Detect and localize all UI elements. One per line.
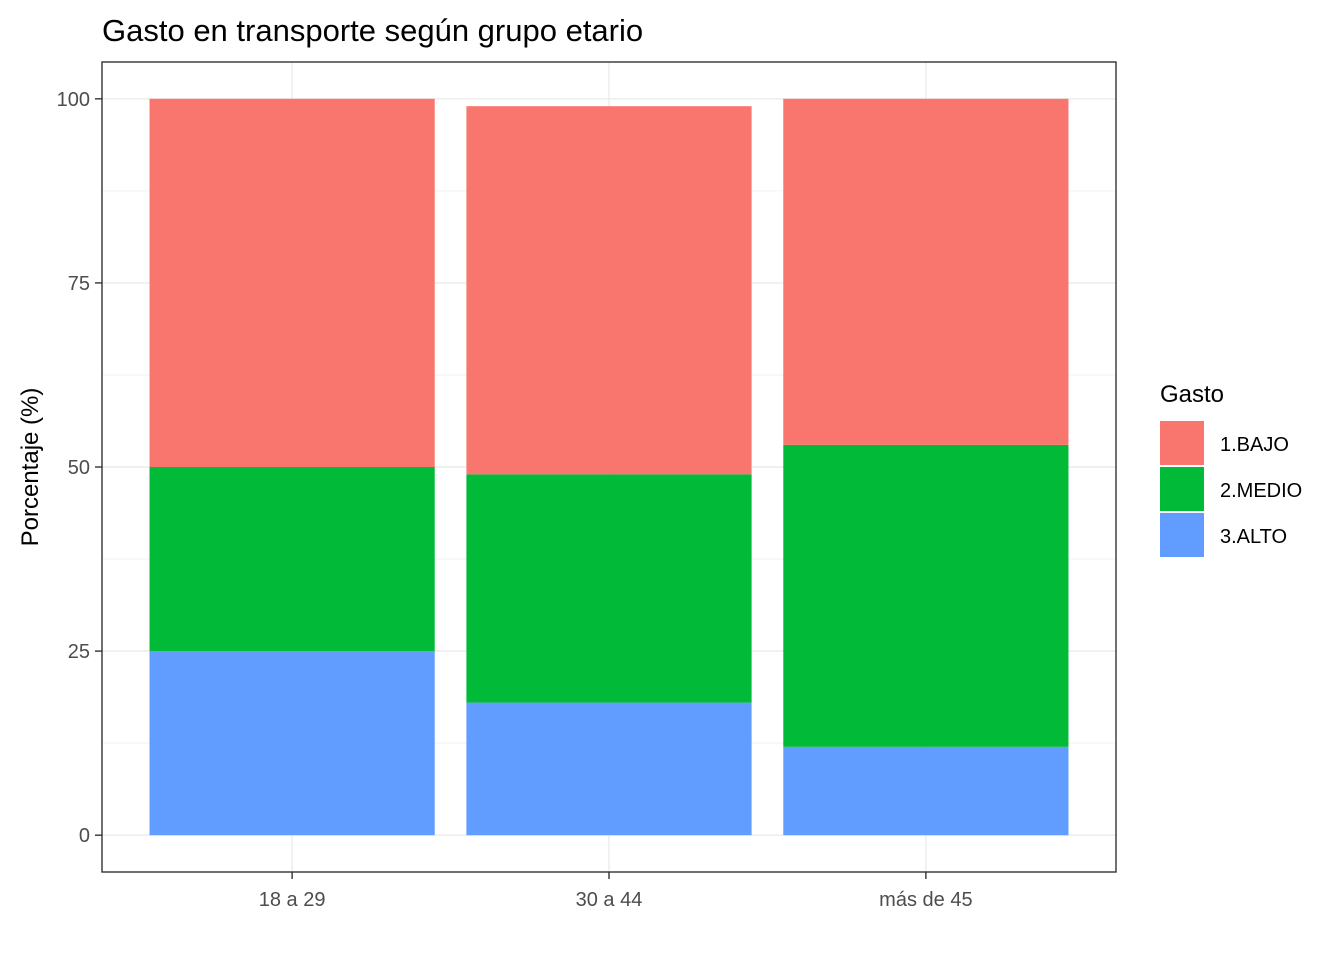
y-tick-label: 0 (79, 825, 90, 847)
legend-key (1160, 467, 1204, 511)
bar-segment (466, 106, 752, 475)
legend: Gasto 1.BAJO 2.MEDIO 3.ALTO (1160, 381, 1302, 557)
x-tick-label: más de 45 (879, 889, 972, 911)
plot-panel (101, 61, 1117, 873)
legend-key (1160, 513, 1204, 557)
bar-segment (149, 651, 435, 836)
chart-title: Gasto en transporte según grupo etario (102, 13, 643, 48)
bar-segment (783, 746, 1069, 836)
x-tick-label: 18 a 29 (259, 889, 326, 911)
x-tick-label: 30 a 44 (576, 889, 643, 911)
y-axis: 0 25 50 75 100 (57, 89, 102, 847)
legend-items: 1.BAJO 2.MEDIO 3.ALTO (1160, 421, 1302, 557)
y-tick-label: 25 (68, 641, 90, 663)
y-axis-title: Porcentaje (%) (17, 388, 44, 547)
bar-segment (783, 98, 1069, 445)
bar-segment (466, 474, 752, 703)
bar-segment (783, 444, 1069, 747)
y-tick-label: 100 (57, 89, 90, 111)
legend-label: 3.ALTO (1220, 526, 1287, 548)
bars (149, 98, 1069, 836)
legend-label: 2.MEDIO (1220, 480, 1302, 502)
y-tick-label: 50 (68, 457, 90, 479)
bar-segment (466, 702, 752, 836)
legend-label: 1.BAJO (1220, 434, 1289, 456)
legend-title: Gasto (1160, 381, 1224, 408)
legend-key (1160, 421, 1204, 465)
bar-segment (149, 98, 435, 468)
y-tick-label: 75 (68, 273, 90, 295)
x-axis: 18 a 29 30 a 44 más de 45 (259, 872, 973, 911)
bar-segment (149, 467, 435, 652)
